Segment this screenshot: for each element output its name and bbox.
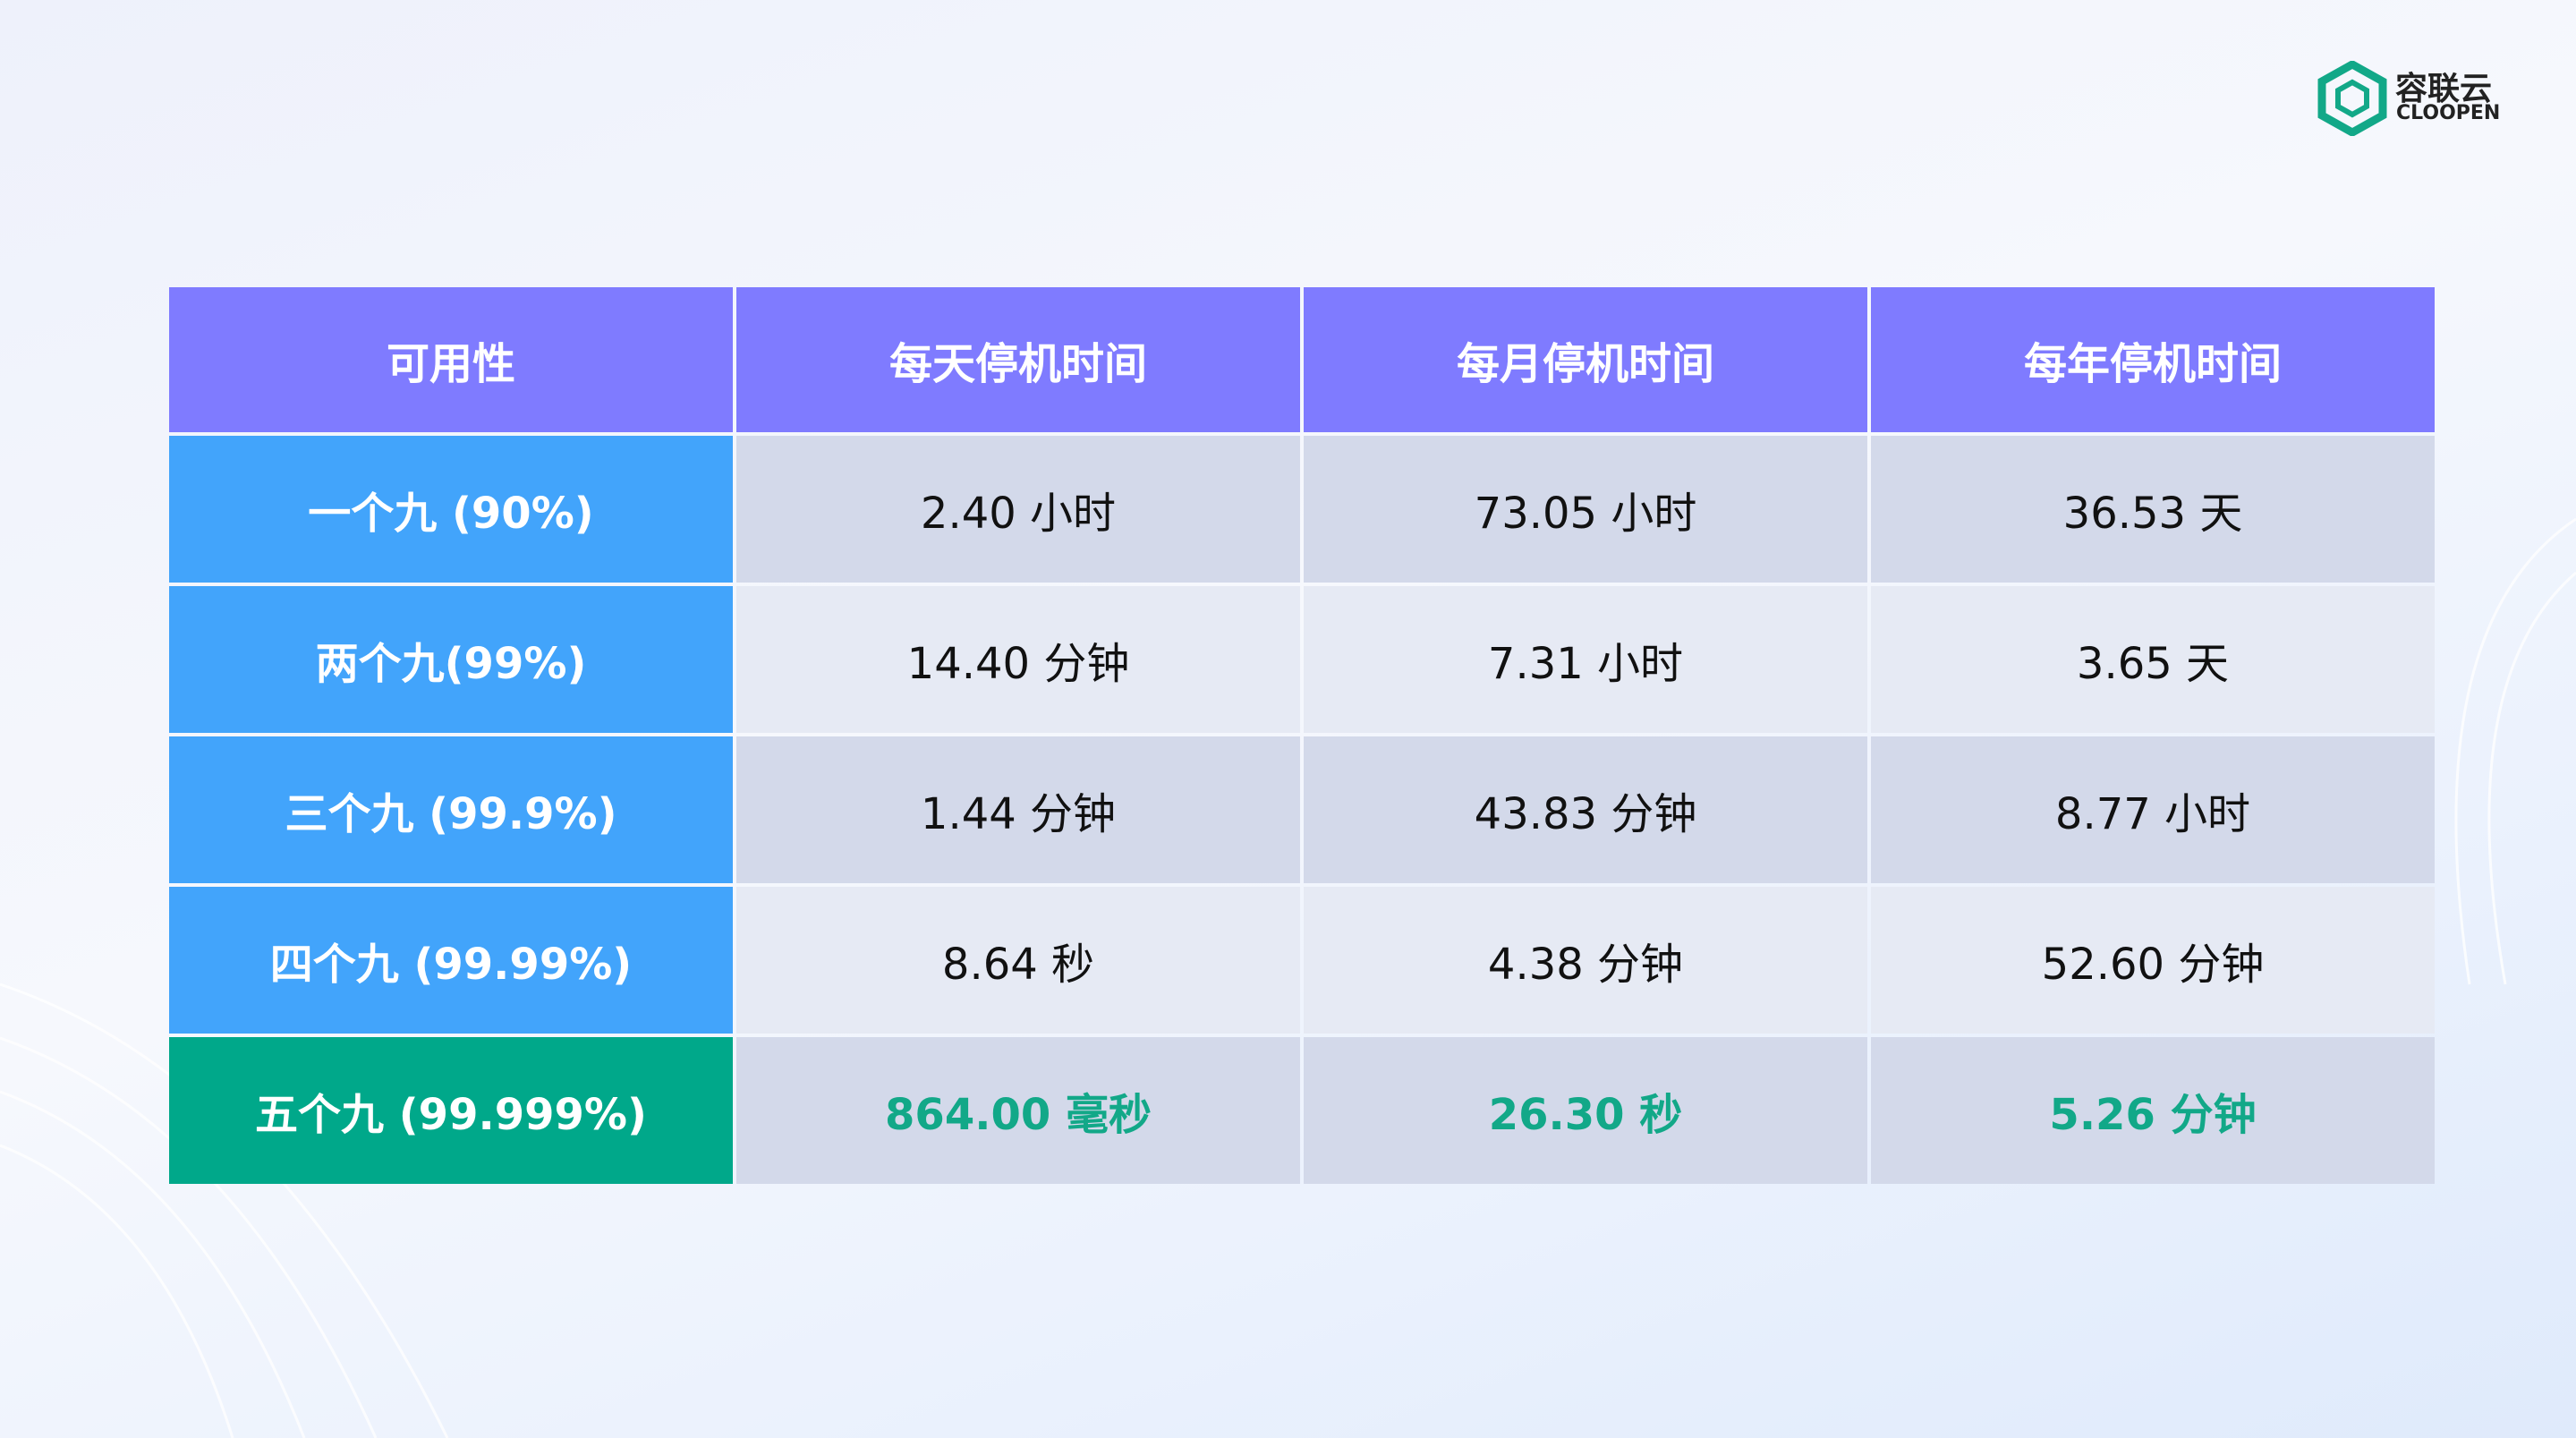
table-cell: 864.00 毫秒 [736,1037,1300,1184]
table-cell: 26.30 秒 [1304,1037,1867,1184]
logo-icon [2317,59,2387,138]
availability-table: 可用性 每天停机时间 每月停机时间 每年停机时间一个九 (90%) 2.40 小时 73.… [169,287,2435,1184]
column-header: 可用性 [169,287,733,432]
table-cell: 2.40 小时 [736,436,1300,583]
table-cell: 8.77 小时 [1871,736,2435,883]
column-header: 每年停机时间 [1871,287,2435,432]
row-header: 四个九 (99.99%) [169,887,733,1034]
logo-subtitle: CLOOPEN [2396,102,2501,124]
row-header: 一个九 (90%) [169,436,733,583]
table-cell: 7.31 小时 [1304,586,1867,733]
table-cell: 3.65 天 [1871,586,2435,733]
column-header: 每月停机时间 [1304,287,1867,432]
logo-name: 容联云 [2395,71,2493,107]
table-cell: 4.38 分钟 [1304,887,1867,1034]
logo: 容联云 CLOOPEN [2317,59,2513,138]
table-cell: 73.05 小时 [1304,436,1867,583]
table-cell: 14.40 分钟 [736,586,1300,733]
row-header: 五个九 (99.999%) [169,1037,733,1184]
row-header: 两个九(99%) [169,586,733,733]
column-header: 每天停机时间 [736,287,1300,432]
table-cell: 1.44 分钟 [736,736,1300,883]
table-cell: 5.26 分钟 [1871,1037,2435,1184]
table-cell: 43.83 分钟 [1304,736,1867,883]
row-header: 三个九 (99.9%) [169,736,733,883]
table-cell: 36.53 天 [1871,436,2435,583]
table-cell: 52.60 分钟 [1871,887,2435,1034]
table-cell: 8.64 秒 [736,887,1300,1034]
